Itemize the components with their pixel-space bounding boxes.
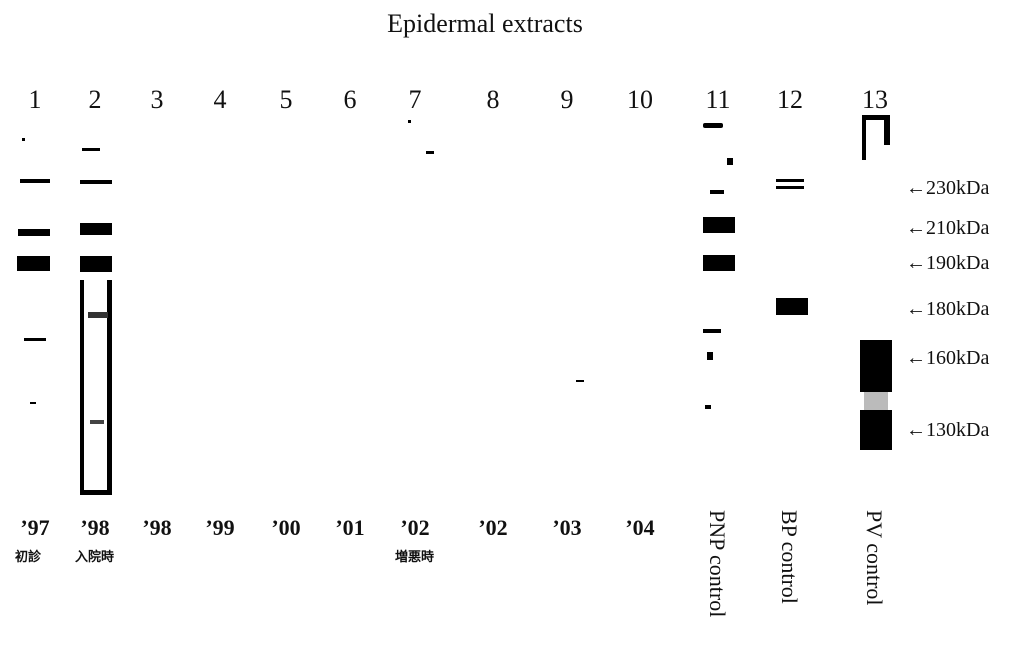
lane-labels: 1 ’97 初診 2 ’98 入院時 3 ’98 4 ’99 5 ’00 6 ’01 7 ’02 増悪時 8 ’02…: [15, 85, 888, 617]
band: [703, 329, 721, 333]
year-label: ’97: [20, 515, 49, 540]
band: [710, 190, 724, 194]
marker-labels: ←230kDa ←210kDa ←190kDa ←180kDa ←160kDa ←130k…: [906, 177, 989, 441]
lane-number: 7: [409, 85, 422, 114]
band: [80, 256, 112, 272]
band: [22, 138, 25, 141]
band: [860, 340, 892, 392]
band: [705, 405, 711, 409]
control-label: PV control: [862, 510, 887, 606]
band: [82, 148, 100, 151]
lane-note: 増悪時: [395, 549, 434, 565]
band: [107, 280, 112, 495]
lane-number: 12: [777, 85, 803, 114]
band: [776, 298, 808, 315]
marker-label: ←160kDa: [906, 347, 989, 369]
marker-label: ←230kDa: [906, 177, 989, 199]
lane-note: 入院時: [75, 549, 114, 565]
blot-bands: [17, 115, 892, 495]
lane-number: 6: [344, 85, 357, 114]
lane-number: 9: [561, 85, 574, 114]
marker-label: ←130kDa: [906, 419, 989, 441]
band: [864, 392, 888, 410]
marker-label: ←180kDa: [906, 298, 989, 320]
band: [408, 120, 411, 123]
marker-label: ←210kDa: [906, 217, 989, 239]
lane-number: 3: [151, 85, 164, 114]
year-label: ’04: [625, 515, 654, 540]
year-label: ’03: [552, 515, 581, 540]
control-label: BP control: [777, 510, 802, 604]
band: [88, 312, 108, 318]
year-label: ’00: [271, 515, 300, 540]
band: [80, 180, 112, 184]
year-label: ’02: [478, 515, 507, 540]
lane-number: 1: [29, 85, 42, 114]
band: [90, 420, 104, 424]
lane-number: 4: [214, 85, 227, 114]
band: [703, 217, 735, 233]
lane-number: 11: [705, 85, 730, 114]
band: [703, 255, 735, 271]
band: [862, 115, 890, 160]
band: [18, 229, 50, 236]
lane-number: 8: [487, 85, 500, 114]
lane-number: 2: [89, 85, 102, 114]
band: [80, 490, 112, 495]
control-label: PNP control: [705, 510, 730, 617]
lane-number: 10: [627, 85, 653, 114]
band: [703, 123, 723, 128]
band: [776, 186, 804, 189]
marker-label: ←190kDa: [906, 252, 989, 274]
band: [727, 158, 733, 165]
year-label: ’98: [80, 515, 109, 540]
band: [776, 179, 804, 182]
band: [860, 410, 892, 450]
band: [17, 256, 50, 271]
year-label: ’02: [400, 515, 429, 540]
lane-note: 初診: [15, 549, 42, 565]
lane-number: 5: [280, 85, 293, 114]
band: [80, 223, 112, 235]
band: [24, 338, 46, 341]
figure-title: Epidermal extracts: [387, 9, 583, 38]
lane-number: 13: [862, 85, 888, 114]
band: [576, 380, 584, 382]
year-label: ’99: [205, 515, 234, 540]
band: [707, 352, 713, 360]
band: [80, 280, 84, 495]
band: [426, 151, 434, 154]
band: [20, 179, 50, 183]
band: [30, 402, 36, 404]
year-label: ’98: [142, 515, 171, 540]
year-label: ’01: [335, 515, 364, 540]
